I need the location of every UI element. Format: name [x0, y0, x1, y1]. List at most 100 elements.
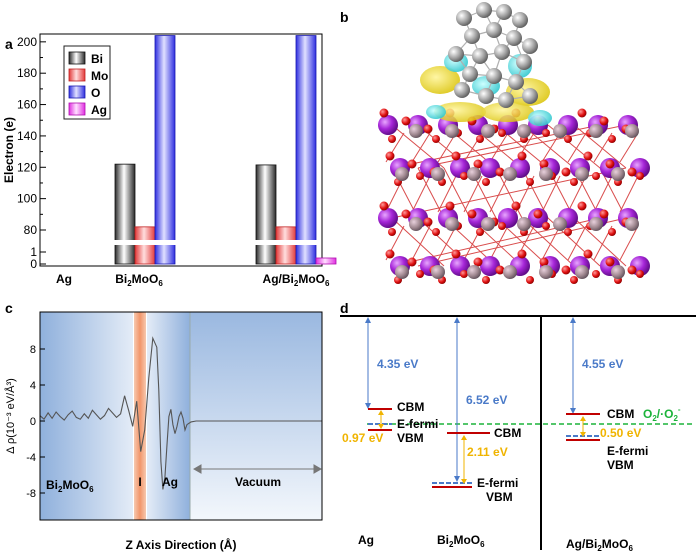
- panel-b-atom-mo: [467, 167, 481, 181]
- panel-b-atom-ag: [498, 92, 514, 108]
- panel-b-atom-mo: [503, 167, 517, 181]
- panel-b-atom-ag: [472, 48, 488, 64]
- panel-b-atom-ag: [516, 54, 532, 70]
- panel-d-agbi-cbm-label: CBM: [607, 407, 634, 421]
- panel-c-region-label-bi2moo6: Bi2MoO6: [46, 478, 94, 494]
- panel-d-bi2moo6-vbm-label: VBM: [486, 490, 513, 504]
- panel-a-legend-label-bi: Bi: [91, 52, 103, 66]
- panel-b-atom-mo: [431, 167, 445, 181]
- panel-b-atom-mo: [409, 217, 423, 231]
- panel-b-atom-o: [407, 159, 417, 169]
- panel-c-region-label-ag: Ag: [162, 475, 178, 489]
- panel-d-ag-offset-label: 0.97 eV: [342, 431, 383, 445]
- panel-c-ytick-label: 4: [30, 380, 36, 392]
- panel-b-atom-o: [401, 209, 411, 219]
- panel-b-atom-o: [388, 135, 396, 143]
- panel-b-atom-o: [539, 257, 549, 267]
- panel-d-agbi-name: Ag/Bi2MoO6: [566, 537, 633, 553]
- panel-b-atom-ag: [506, 30, 522, 46]
- panel-b-atom-o: [561, 167, 571, 177]
- panel-b-atom-o: [592, 172, 600, 180]
- panel-c-region-vacuum: [190, 312, 322, 520]
- panel-b-atom-o: [608, 228, 616, 236]
- panel-d-column-bi2moo6: 6.52 eV CBM 2.11 eV E-fermi VBM Bi2MoO6: [432, 317, 521, 549]
- panel-b-atom-o: [423, 217, 433, 227]
- panel-d-ag-vbm-label: VBM: [397, 431, 424, 445]
- panel-b-atom-o: [542, 222, 550, 230]
- panel-b-atom-ag: [486, 22, 502, 38]
- panel-a-ytick-label: 120: [17, 160, 37, 174]
- panel-b-atom-o: [460, 270, 468, 278]
- panel-a-bars: [114, 35, 337, 265]
- panel-b-atom-ag: [512, 12, 528, 28]
- panel-b-atom-o: [495, 167, 505, 177]
- panel-b-atom-o: [407, 257, 417, 267]
- panel-b-atom-o: [385, 249, 395, 259]
- panel-a-ytick-label: 0: [30, 257, 37, 271]
- panel-b-atom-mo: [589, 124, 603, 138]
- panel-a-bar-mo-2: [275, 226, 297, 265]
- panel-b-atom-mo: [625, 124, 639, 138]
- panel-b-atom-ag: [496, 4, 512, 20]
- panel-a-category-label-0: Ag: [56, 272, 72, 286]
- panel-b-atom-o: [564, 135, 572, 143]
- panel-b-atom-o: [636, 172, 644, 180]
- panel-d-bi2moo6-offset-label: 2.11 eV: [467, 445, 508, 459]
- panel-a-legend-swatch-bi: [68, 51, 86, 65]
- panel-b-atom-o: [451, 151, 461, 161]
- panel-b-atom-o: [379, 108, 389, 118]
- panel-b-atom-o: [570, 276, 578, 284]
- panel-a-legend: Bi Mo O Ag: [63, 45, 111, 120]
- panel-d-ag-cbm-label: CBM: [397, 400, 424, 414]
- panel-c-ytick-label: -8: [26, 488, 36, 500]
- panel-b-atom-o: [476, 135, 484, 143]
- panel-b-atom-o: [592, 270, 600, 278]
- panel-c-xlabel: Z Axis Direction (Å): [126, 537, 237, 552]
- panel-c-data-line: [40, 336, 322, 490]
- panel-b-atom-mo: [539, 265, 553, 279]
- panel-b-atom-o: [583, 249, 593, 259]
- panel-b-atom-mo: [553, 124, 567, 138]
- panel-a-legend-swatch-mo: [68, 68, 86, 82]
- panel-b-atom-o: [511, 201, 521, 211]
- panel-b-atom-ag: [464, 28, 480, 44]
- panel-b-atom-o: [423, 124, 433, 134]
- panel-a-legend-swatch-o: [68, 85, 86, 99]
- panel-label-c: c: [5, 300, 13, 316]
- panel-b-atom-o: [517, 151, 527, 161]
- panel-b-atom-ag: [448, 46, 464, 62]
- panel-c-y-ticks: 8 4 0 -4 -8: [26, 344, 45, 500]
- panel-b-atom-o: [416, 172, 424, 180]
- panel-b-atom-mo: [611, 265, 625, 279]
- panel-c-plot-area: [39, 311, 323, 521]
- panel-b-atom-o: [605, 159, 615, 169]
- panel-c-ytick-label: 8: [30, 344, 36, 356]
- panel-b-atom-o: [542, 129, 550, 137]
- panel-b-atom-o: [498, 222, 506, 230]
- panel-b-lattice: [378, 108, 650, 284]
- panel-b-atom-o: [599, 209, 609, 219]
- panel-c-region-interface: [134, 312, 146, 520]
- panel-d-ag-name: Ag: [358, 533, 374, 547]
- panel-b-atom-o: [495, 265, 505, 275]
- panel-b-atom-o: [432, 228, 440, 236]
- panel-d-bi2moo6-cbm-label: CBM: [494, 426, 521, 440]
- panel-b-atom-o: [388, 228, 396, 236]
- panel-d-ag-fermi-label: E-fermi: [397, 417, 438, 431]
- panel-b-atom-o: [577, 201, 587, 211]
- panel-b-atom-mo: [517, 124, 531, 138]
- panel-b-atom-bi: [480, 158, 500, 178]
- panel-b-atom-ag: [462, 66, 478, 82]
- panel-b-atom-ag: [522, 38, 538, 54]
- panel-b-atom-o: [416, 270, 424, 278]
- panel-b-atom-o: [608, 135, 616, 143]
- panel-b-atom-mo: [589, 217, 603, 231]
- panel-d-ag-gap-label: 4.35 eV: [377, 357, 418, 371]
- panel-b-atom-ag: [476, 2, 492, 18]
- panel-b-atom-ag: [522, 88, 538, 104]
- panel-a-legend-label-ag: Ag: [91, 103, 107, 117]
- panel-a-bar-bi-2: [255, 164, 277, 265]
- panel-b-atom-mo: [481, 124, 495, 138]
- panel-b-atom-o: [473, 159, 483, 169]
- panel-b-atom-o: [432, 135, 440, 143]
